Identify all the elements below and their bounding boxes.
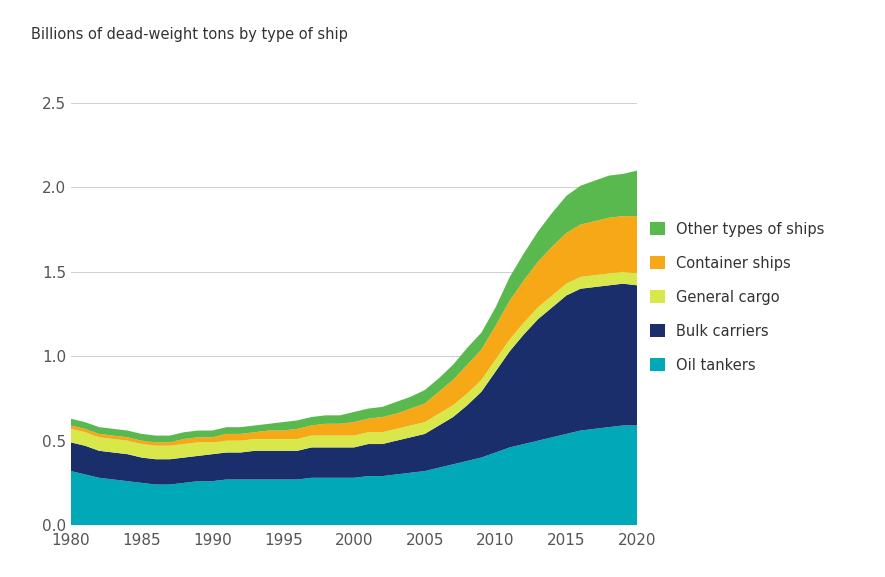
Text: Billions of dead-weight tons by type of ship: Billions of dead-weight tons by type of … [31, 27, 348, 42]
Legend: Other types of ships, Container ships, General cargo, Bulk carriers, Oil tankers: Other types of ships, Container ships, G… [650, 222, 825, 373]
